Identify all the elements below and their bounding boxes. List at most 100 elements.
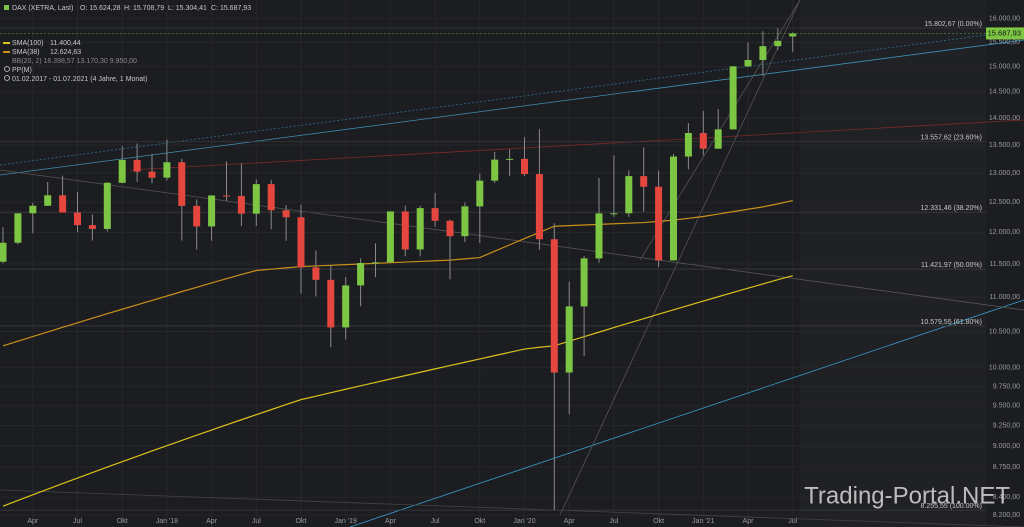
y-tick-label: 9.750,00: [993, 383, 1020, 390]
candle-body: [88, 225, 96, 229]
candle-body: [521, 158, 528, 175]
candle-body: [297, 217, 305, 268]
candle-body: [237, 195, 245, 214]
legend-swatch: [4, 5, 9, 10]
candle-body: [580, 258, 588, 307]
fib-label: 10.579,55 (61.80%): [921, 319, 983, 326]
candle-body: [446, 220, 454, 237]
legend-quote: H: 15.708,79: [124, 5, 164, 12]
y-tick-label: 12.000,00: [989, 229, 1020, 236]
x-tick-label: Jul: [252, 518, 261, 525]
candle-body: [655, 186, 663, 261]
candle-body: [342, 285, 350, 328]
x-tick-label: Jul: [609, 518, 618, 525]
trend-line: [129, 119, 1024, 171]
candle-body: [506, 158, 514, 160]
candle-body: [550, 239, 558, 373]
candle-body: [416, 208, 424, 250]
candle-body: [163, 162, 171, 178]
trend-line: [0, 29, 1024, 166]
candle-body: [714, 129, 722, 149]
y-tick-label: 10.000,00: [989, 365, 1020, 372]
legend-instrument: DAX (XETRA, Last): [12, 5, 73, 12]
x-tick-label: Apr: [385, 518, 397, 525]
x-tick-label: Jul: [73, 518, 82, 525]
plot: 15.802,67 (0.00%) 13.557,62 (23.60%) 12.33…: [0, 21, 1024, 511]
y-tick-label: 13.000,00: [989, 170, 1020, 177]
legend-icon: [4, 66, 10, 72]
candle-body: [595, 213, 603, 259]
legend-value: 12.624,63: [50, 49, 81, 56]
candle-body: [357, 262, 365, 286]
candle-body: [476, 180, 484, 207]
legend-icon: [4, 75, 10, 81]
y-tick-label: 8.400,00: [993, 494, 1020, 501]
candle-body: [267, 184, 275, 211]
legend: DAX (XETRA, Last) O: 15.624,28 H: 15.708…: [3, 5, 251, 83]
x-tick-label: Apr: [564, 518, 576, 525]
y-tick-label: 9.250,00: [993, 423, 1020, 430]
candle-body: [148, 171, 156, 178]
y-tick-label: 9.000,00: [993, 443, 1020, 450]
candle-body: [565, 306, 573, 373]
candle-body: [178, 162, 186, 206]
y-tick-label: 10.500,00: [989, 328, 1020, 335]
candle-body: [252, 184, 260, 214]
candle-body: [14, 213, 22, 243]
last-price-box: [986, 27, 1024, 40]
candle-body: [312, 267, 320, 280]
fib-label: 8.255,55 (100.00%): [921, 503, 983, 510]
candle-body: [208, 195, 216, 227]
candle-body: [401, 211, 409, 250]
fib-label: 15.802,67 (0.00%): [924, 21, 982, 28]
legend-value: 11.400,44: [50, 40, 81, 47]
candle-body: [491, 159, 499, 181]
y-tick-label: 9.500,00: [993, 403, 1020, 410]
candle-body: [625, 176, 633, 214]
legend-range: 01.02.2017 - 01.07.2021 (4 Jahre, 1 Mona…: [12, 76, 147, 83]
x-tick-label: Apr: [27, 518, 39, 525]
legend-series: SMA(100) 11.400,44 SMA(38) 12.624,63: [3, 40, 81, 56]
trend-line: [0, 169, 1024, 311]
legend-swatch: [3, 42, 10, 44]
candle-body: [282, 210, 290, 218]
y-tick-label: 14.500,00: [989, 89, 1020, 96]
x-tick-label: Okt: [117, 518, 128, 525]
trend-line: [349, 299, 1024, 527]
last-price-label: 15.687,93: [988, 28, 1021, 37]
y-tick-label: 15.000,00: [989, 64, 1020, 71]
candle-body: [103, 182, 111, 229]
candle-body: [193, 205, 201, 227]
candle-body: [729, 66, 737, 130]
legend-quote: O: 15.624,28: [80, 5, 121, 12]
watermark: Trading-Portal.NET: [804, 482, 1010, 509]
x-tick-label: Apr: [743, 518, 755, 525]
x-tick-label: Jan '20: [513, 518, 535, 525]
legend-pivot: PP(M): [12, 67, 32, 74]
y-tick-label: 13.500,00: [989, 142, 1020, 149]
legend-swatch: [3, 51, 10, 53]
x-tick-label: Jul: [788, 518, 797, 525]
y-tick-label: 11.000,00: [989, 294, 1020, 301]
candle-body: [684, 132, 692, 157]
x-tick-label: Jan '21: [692, 518, 714, 525]
candle-body: [74, 212, 81, 226]
x-tick-label: Jul: [431, 518, 440, 525]
candle-body: [372, 262, 379, 264]
candle-body: [59, 195, 67, 213]
candle-body: [0, 242, 7, 262]
x-tick-label: Apr: [206, 518, 218, 525]
candle-body: [640, 176, 648, 187]
candle-body: [670, 156, 677, 261]
indicator-line: [2, 275, 793, 507]
legend-bb: BB(20, 2) 16.398,57 13.170,30 9.950,00: [12, 58, 137, 65]
candle-body: [610, 213, 618, 215]
legend-quote: C: 15.687,93: [211, 5, 251, 12]
x-tick-label: Jan '19: [335, 518, 357, 525]
candle-body: [774, 40, 782, 47]
candle-body: [223, 195, 230, 197]
candle-body: [461, 206, 469, 237]
candle-body: [118, 159, 126, 183]
